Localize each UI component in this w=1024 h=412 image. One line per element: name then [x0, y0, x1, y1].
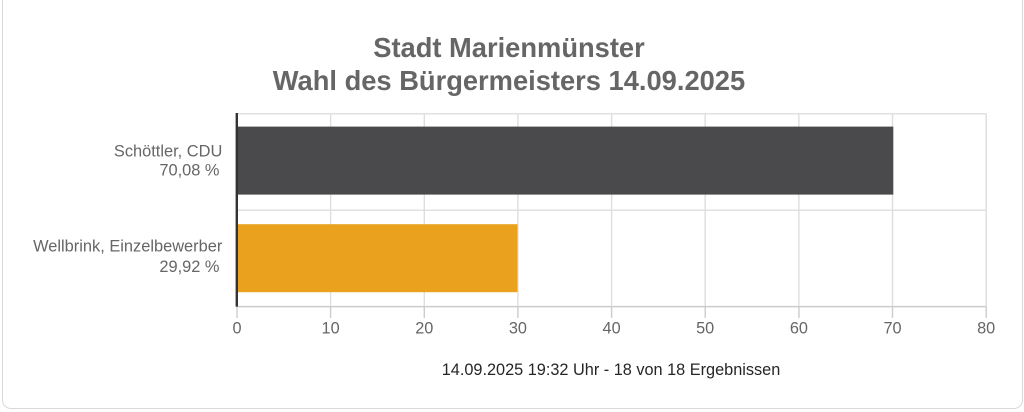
svg-text:30: 30: [509, 320, 527, 338]
svg-text:Stadt Marienmünster: Stadt Marienmünster: [373, 32, 645, 63]
svg-text:10: 10: [322, 320, 340, 338]
svg-text:70: 70: [883, 320, 901, 338]
svg-text:Schöttler, CDU: Schöttler, CDU: [114, 143, 222, 161]
svg-text:Wahl des Bürgermeisters 14.09.: Wahl des Bürgermeisters 14.09.2025: [273, 65, 745, 96]
svg-text:80: 80: [977, 320, 995, 338]
svg-text:14.09.2025 19:32 Uhr - 18 von: 14.09.2025 19:32 Uhr - 18 von 18 Ergebni…: [442, 361, 781, 379]
svg-text:0: 0: [232, 320, 241, 338]
svg-text:60: 60: [790, 320, 808, 338]
svg-text:50: 50: [696, 320, 714, 338]
svg-text:29,92 %: 29,92 %: [159, 258, 219, 276]
svg-text:Wellbrink, Einzelbewerber: Wellbrink, Einzelbewerber: [33, 237, 223, 255]
svg-text:20: 20: [415, 320, 433, 338]
svg-text:40: 40: [603, 320, 621, 338]
svg-text:70,08 %: 70,08 %: [159, 162, 219, 180]
